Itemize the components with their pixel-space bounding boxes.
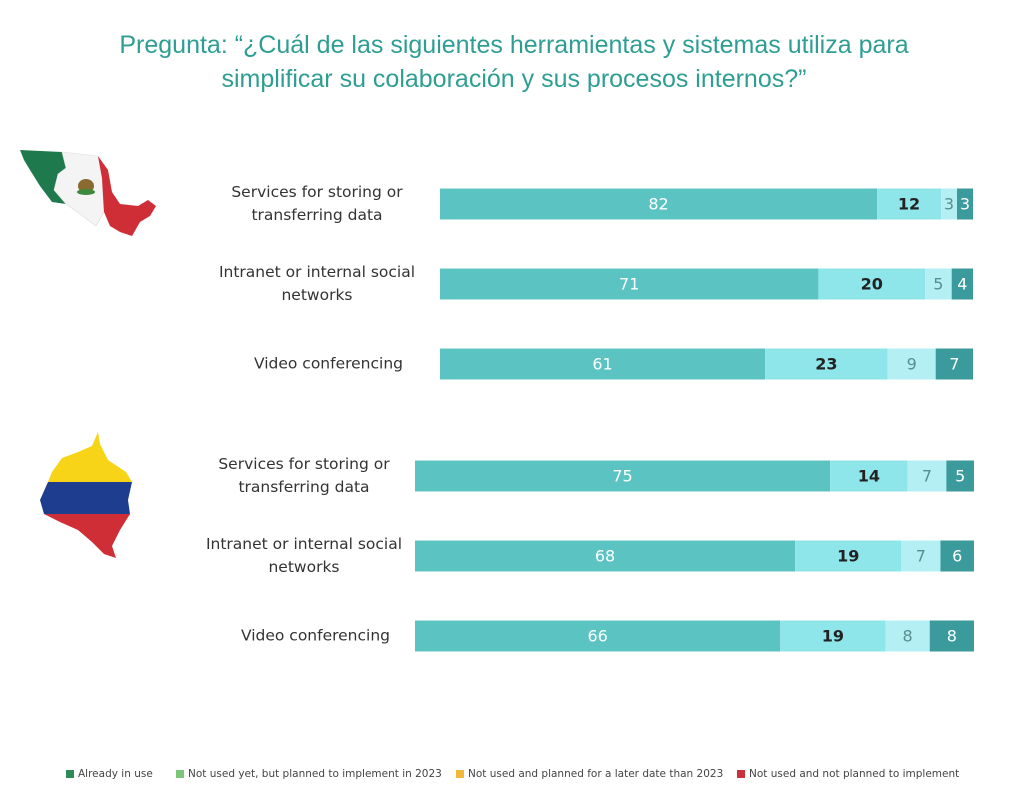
bar-segment: [440, 268, 819, 300]
category-label: transferring data: [238, 478, 369, 496]
bar-segment: [885, 620, 930, 652]
bar-segment: [765, 348, 888, 380]
bar-segment: [925, 268, 952, 300]
bar-segment: [415, 460, 831, 492]
value-label: 3: [960, 195, 970, 214]
value-label: 7: [949, 355, 959, 374]
legend-item: Not used and planned for a later date th…: [456, 768, 723, 780]
legend-swatch: [176, 770, 184, 778]
value-label: 9: [907, 355, 917, 374]
value-label: 19: [837, 547, 859, 566]
bar-segment: [780, 620, 886, 652]
value-label: 61: [592, 355, 612, 374]
legend-item: Already in use: [66, 768, 153, 780]
legend-swatch: [66, 770, 74, 778]
value-label: 19: [822, 627, 844, 646]
bar-segment: [901, 540, 941, 572]
value-label: 66: [587, 627, 607, 646]
value-label: 71: [619, 275, 639, 294]
value-label: 5: [955, 467, 965, 486]
legend-label: Not used and planned for a later date th…: [468, 768, 724, 780]
legend-swatch: [456, 770, 464, 778]
bar-segment: [940, 540, 974, 572]
value-label: 82: [648, 195, 668, 214]
value-label: 7: [922, 467, 932, 486]
bar-segment: [907, 460, 947, 492]
legend-item: Not used yet, but planned to implement i…: [176, 768, 442, 780]
category-label: networks: [268, 558, 339, 576]
bar-segment: [946, 460, 974, 492]
bar-segment: [795, 540, 902, 572]
bar-segment: [440, 188, 878, 220]
bar-segment: [415, 620, 781, 652]
chart-title-line-1: Pregunta: “¿Cuál de las siguientes herra…: [119, 31, 909, 59]
value-label: 8: [902, 627, 912, 646]
value-label: 12: [898, 195, 920, 214]
chart-title-line-2: simplificar su colaboración y sus proces…: [221, 65, 807, 93]
chart-title: Pregunta: “¿Cuál de las siguientes herra…: [0, 28, 1028, 96]
bar-segment: [951, 268, 973, 300]
legend-label: Not used and not planned to implement: [749, 768, 960, 780]
value-label: 5: [933, 275, 943, 294]
bar-segment: [877, 188, 942, 220]
legend-swatch: [737, 770, 745, 778]
category-label: Intranet or internal social: [219, 263, 415, 281]
value-label: 8: [947, 627, 957, 646]
category-label: networks: [281, 286, 352, 304]
value-label: 20: [861, 275, 883, 294]
bar-segment: [935, 348, 973, 380]
value-label: 4: [957, 275, 967, 294]
stacked-bar-chart: Services for storing or transferring data…: [20, 150, 974, 652]
bar-segment: [957, 188, 973, 220]
bars-layer: Services for storing or transferring data…: [206, 183, 974, 652]
value-label: 14: [858, 467, 880, 486]
bar-segment: [415, 540, 796, 572]
category-label: Video conferencing: [254, 355, 403, 373]
category-label: Video conferencing: [241, 627, 390, 645]
bar-segment: [929, 620, 974, 652]
mexico-flag-map-icon: [20, 150, 156, 236]
legend-label: Already in use: [78, 768, 153, 780]
category-label: transferring data: [251, 206, 382, 224]
value-label: 75: [612, 467, 632, 486]
value-label: 3: [944, 195, 954, 214]
legend-label: Not used yet, but planned to implement i…: [188, 768, 442, 780]
legend: Already in use Not used yet, but planned …: [66, 768, 1026, 784]
category-label: Services for storing or: [218, 455, 390, 473]
legend-item: Not used and not planned to implement: [737, 768, 959, 780]
value-label: 23: [815, 355, 837, 374]
category-label: Services for storing or: [231, 183, 403, 201]
bar-segment: [941, 188, 958, 220]
bar-segment: [818, 268, 926, 300]
bar-segment: [830, 460, 908, 492]
bar-segment: [887, 348, 936, 380]
value-label: 68: [595, 547, 615, 566]
bar-segment: [440, 348, 766, 380]
category-label: Intranet or internal social: [206, 535, 402, 553]
value-label: 6: [952, 547, 962, 566]
value-label: 7: [916, 547, 926, 566]
colombia-flag-map-icon: [40, 432, 132, 558]
